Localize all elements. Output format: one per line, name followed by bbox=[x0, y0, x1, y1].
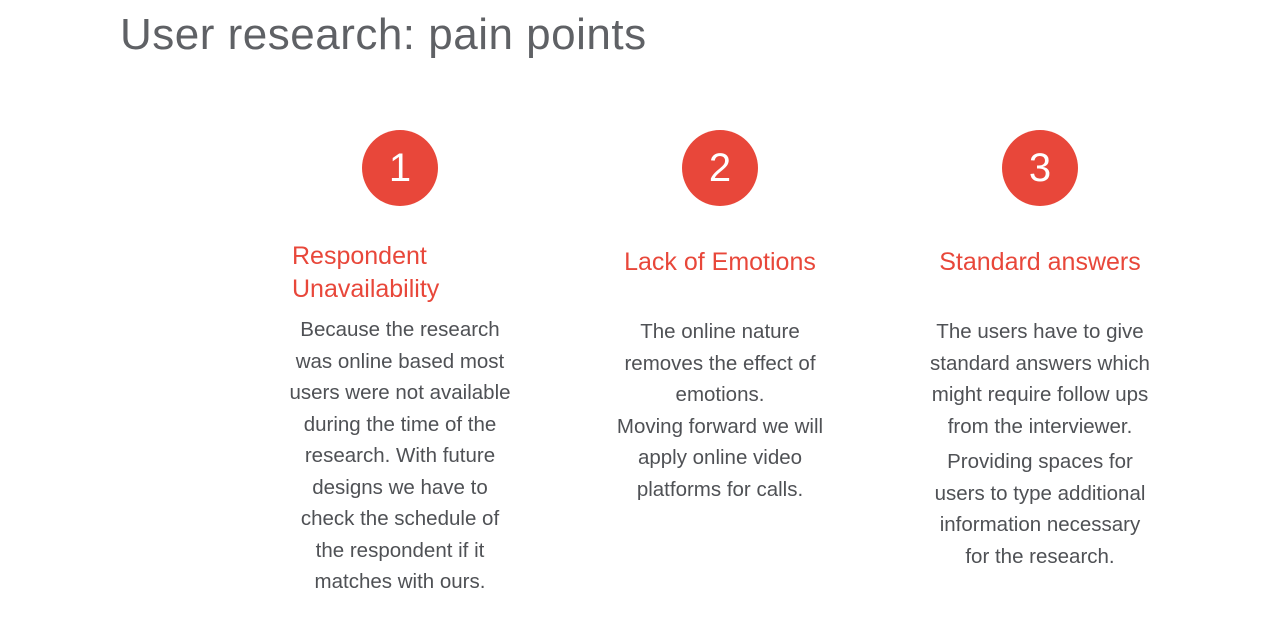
body-line: standard answers which bbox=[930, 351, 1150, 375]
number-badge-1: 1 bbox=[362, 130, 438, 206]
heading-line: Respondent bbox=[292, 242, 427, 270]
point-body-3: The users have to give standard answers … bbox=[890, 316, 1190, 572]
body-line: users to type additional bbox=[934, 481, 1146, 505]
body-line: from the interviewer. bbox=[947, 414, 1133, 438]
body-line: the respondent if it bbox=[315, 538, 485, 562]
body-line: platforms for calls. bbox=[636, 477, 804, 501]
body-line: Moving forward we will bbox=[616, 414, 824, 438]
point-body-2: The online nature removes the effect of … bbox=[570, 316, 870, 505]
body-line: information necessary bbox=[939, 513, 1141, 536]
point-body-1: Because the research was online based mo… bbox=[250, 314, 550, 598]
body-line: The users have to give bbox=[936, 320, 1144, 343]
body-line: check the schedule of bbox=[300, 507, 500, 530]
point-heading-3: Standard answers bbox=[890, 246, 1190, 308]
body-line: apply online video bbox=[637, 446, 803, 469]
heading-line: Standard answers bbox=[939, 248, 1141, 276]
number-badge-3: 3 bbox=[1002, 130, 1078, 206]
pain-point-2: 2 Lack of Emotions The online nature rem… bbox=[570, 130, 870, 505]
body-line: during the time of the bbox=[303, 412, 497, 436]
body-paragraph: Providing spaces for users to type addit… bbox=[890, 446, 1190, 572]
pain-point-3: 3 Standard answers The users have to giv… bbox=[890, 130, 1190, 572]
body-paragraph: The users have to give standard answers … bbox=[890, 316, 1190, 442]
body-line: was online based most bbox=[295, 349, 505, 373]
body-line: research. With future bbox=[304, 444, 496, 467]
body-line: removes the effect of bbox=[624, 351, 816, 375]
point-heading-1: Respondent Unavailability bbox=[250, 240, 550, 306]
body-paragraph: The online nature removes the effect of … bbox=[570, 316, 870, 411]
body-paragraph: Because the research was online based mo… bbox=[250, 314, 550, 598]
point-heading-2: Lack of Emotions bbox=[570, 246, 870, 308]
heading-line: Unavailability bbox=[292, 275, 440, 303]
body-line: matches with ours. bbox=[314, 570, 486, 593]
body-line: Providing spaces for bbox=[947, 450, 1133, 473]
pain-point-1: 1 Respondent Unavailability Because the … bbox=[250, 130, 550, 598]
body-line: emotions. bbox=[675, 383, 765, 406]
body-line: The online nature bbox=[640, 320, 800, 343]
body-line: designs we have to bbox=[312, 475, 488, 499]
heading-line: Lack of Emotions bbox=[624, 248, 816, 276]
body-line: might require follow ups bbox=[931, 383, 1149, 406]
number-badge-2: 2 bbox=[682, 130, 758, 206]
body-line: Because the research bbox=[300, 318, 500, 341]
body-paragraph: Moving forward we will apply online vide… bbox=[570, 411, 870, 506]
body-line: users were not available bbox=[289, 381, 511, 404]
slide-title: User research: pain points bbox=[120, 10, 647, 59]
body-line: for the research. bbox=[965, 544, 1115, 568]
